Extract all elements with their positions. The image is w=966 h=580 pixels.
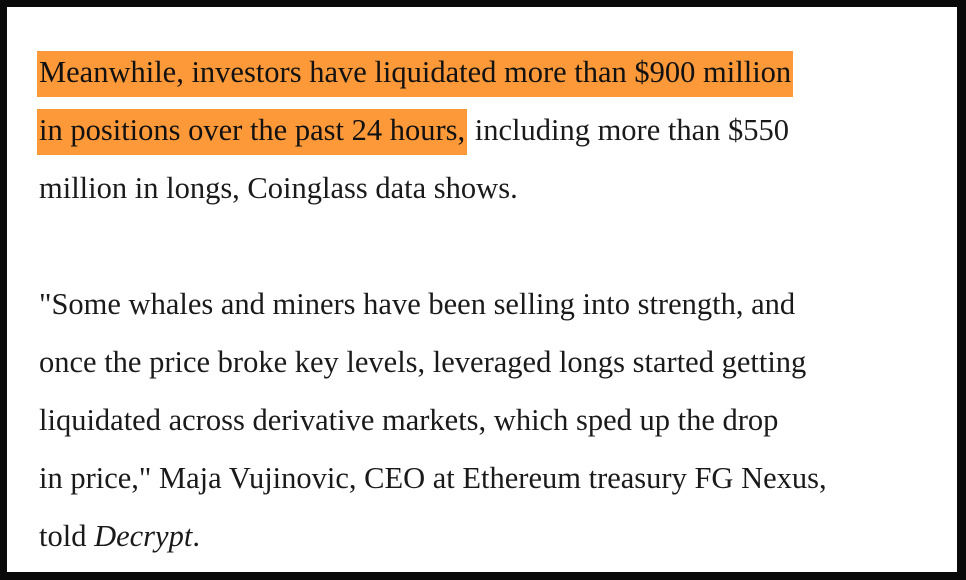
paragraph-quote: "Some whales and miners have been sellin… — [39, 275, 949, 565]
publication-name: Decrypt — [94, 519, 193, 553]
highlighted-text: in positions over the past 24 hours, — [37, 109, 468, 155]
paragraph-line: "Some whales and miners have been sellin… — [39, 287, 796, 321]
highlighted-text: Meanwhile, investors have liquidated mor… — [37, 51, 794, 97]
paragraph-liquidations: Meanwhile, investors have liquidated mor… — [37, 43, 949, 217]
body-text: . — [192, 519, 200, 553]
paragraph-line: in price," Maja Vujinovic, CEO at Ethere… — [39, 461, 827, 495]
paragraph-line: told Decrypt. — [39, 507, 949, 565]
paragraph-line: million in longs, Coinglass data shows. — [39, 171, 518, 205]
body-text: including more than $550 — [467, 113, 790, 147]
paragraph-line: once the price broke key levels, leverag… — [39, 345, 807, 379]
body-text: told — [39, 519, 95, 553]
article-body: Meanwhile, investors have liquidated mor… — [37, 43, 949, 565]
paragraph-line: in positions over the past 24 hours, inc… — [37, 101, 949, 159]
paragraph-line: Meanwhile, investors have liquidated mor… — [37, 43, 949, 101]
paragraph-line: liquidated across derivative markets, wh… — [39, 403, 779, 437]
